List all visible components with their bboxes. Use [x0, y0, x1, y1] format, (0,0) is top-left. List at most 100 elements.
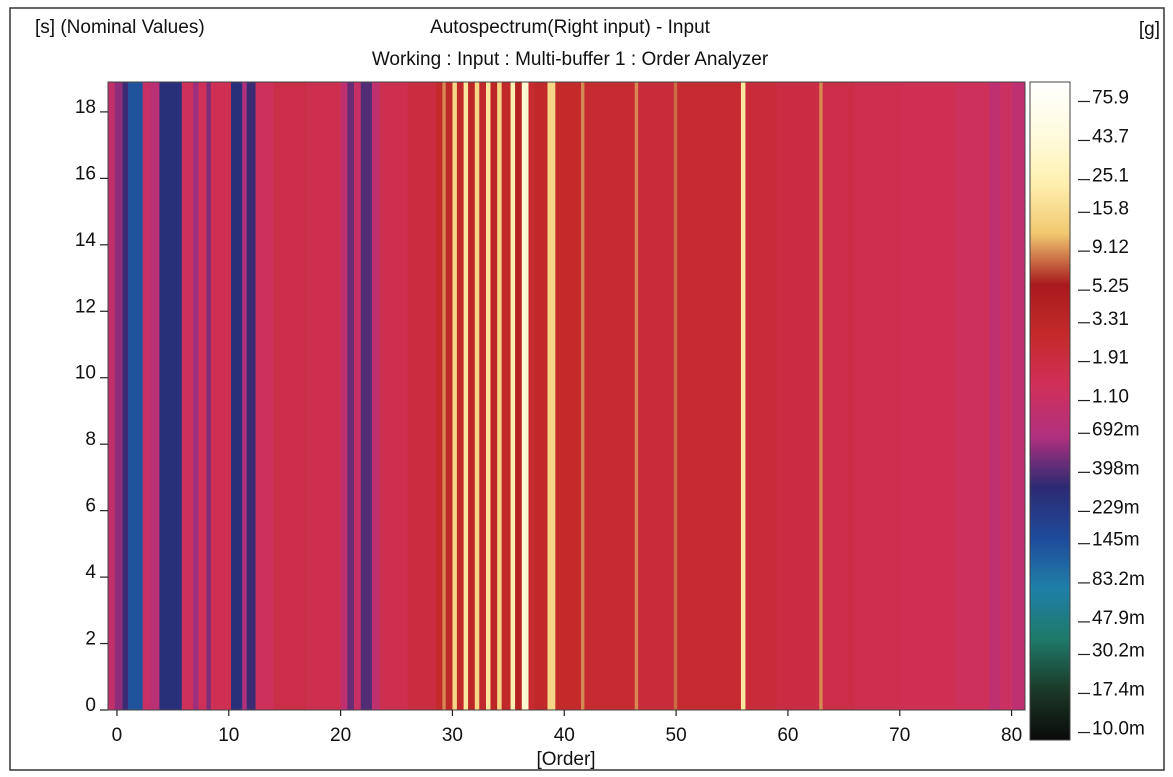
- heat-cell: [231, 82, 243, 710]
- heat-cell: [371, 82, 381, 710]
- heat-cell: [181, 82, 194, 710]
- heat-cell: [474, 82, 480, 710]
- heat-cell: [206, 82, 212, 710]
- heat-cell: [581, 82, 585, 710]
- y-tick-label: 14: [75, 230, 97, 251]
- heat-cell: [819, 82, 823, 710]
- heat-cell: [510, 82, 516, 710]
- heat-cell: [673, 82, 678, 710]
- x-tick-label: 10: [218, 725, 239, 746]
- heat-cell: [547, 82, 556, 710]
- heat-cell: [584, 82, 636, 710]
- heat-cell: [485, 82, 491, 710]
- y-tick-label: 6: [85, 496, 96, 517]
- colorbar-tick-label: 1.10: [1092, 387, 1129, 408]
- heat-cell: [534, 82, 548, 710]
- y-tick-label: 10: [75, 363, 96, 384]
- heat-cell: [468, 82, 476, 710]
- heat-cell: [501, 82, 511, 710]
- heat-cell: [442, 82, 447, 710]
- heat-cell: [246, 82, 256, 710]
- heat-cell: [822, 82, 856, 710]
- heat-cell: [497, 82, 502, 710]
- colorbar-tick-label: 9.12: [1092, 237, 1129, 258]
- heat-cell: [555, 82, 582, 710]
- heat-cell: [159, 82, 183, 710]
- heat-cell: [354, 82, 362, 710]
- colorbar-tick-label: 47.9m: [1092, 608, 1145, 629]
- colorbar-label: [g]: [1139, 19, 1160, 40]
- x-tick-label: 30: [442, 725, 463, 746]
- colorbar-tick-label: 43.7: [1092, 126, 1129, 147]
- y-tick-label: 8: [85, 429, 96, 450]
- y-tick-label: 0: [85, 695, 96, 716]
- y-tick-label: 4: [85, 562, 96, 583]
- heat-cell: [528, 82, 535, 710]
- y-tick-label: 2: [85, 629, 96, 650]
- heat-cell: [452, 82, 458, 710]
- chart-title: Autospectrum(Right input) - Input: [430, 17, 711, 38]
- heat-cell: [435, 82, 443, 710]
- heat-cell: [463, 82, 469, 710]
- heat-cell: [192, 82, 199, 710]
- heat-cell: [198, 82, 207, 710]
- colorbar-tick-label: 229m: [1092, 497, 1140, 518]
- heat-cell: [255, 82, 274, 710]
- colorbar-tick-label: 75.9: [1092, 87, 1129, 108]
- heat-cell: [745, 82, 778, 710]
- y-tick-label: 18: [75, 97, 96, 118]
- heat-cell: [407, 82, 436, 710]
- heat-cell: [242, 82, 247, 710]
- colorbar-tick-label: 17.4m: [1092, 679, 1145, 700]
- heat-cell: [307, 82, 341, 710]
- x-axis-label: [Order]: [536, 749, 595, 770]
- heat-cell: [899, 82, 956, 710]
- x-tick-label: 50: [666, 725, 687, 746]
- heat-cell: [445, 82, 453, 710]
- colorbar-tick-label: 15.8: [1092, 198, 1129, 219]
- y-tick-label: 12: [75, 296, 96, 317]
- y-axis-label: [s] (Nominal Values): [35, 17, 205, 38]
- heat-cell: [360, 82, 373, 710]
- colorbar-tick-label: 1.91: [1092, 348, 1129, 369]
- colorbar-tick-label: 5.25: [1092, 276, 1129, 297]
- heat-cell: [515, 82, 523, 710]
- heat-cell: [1011, 82, 1026, 710]
- heat-cell: [521, 82, 529, 710]
- heat-cell: [114, 82, 123, 710]
- heat-cell: [479, 82, 487, 710]
- heat-cell: [347, 82, 355, 710]
- y-tick-label: 16: [75, 163, 96, 184]
- colorbar-tick-label: 83.2m: [1092, 569, 1145, 590]
- chart-subtitle: Working : Input : Multi-buffer 1 : Order…: [372, 49, 769, 70]
- heat-cell: [634, 82, 639, 710]
- x-tick-label: 40: [554, 725, 575, 746]
- heat-cell: [740, 82, 746, 710]
- x-tick-label: 0: [112, 725, 123, 746]
- heat-cell: [122, 82, 129, 710]
- heat-cell: [379, 82, 409, 710]
- heat-cell: [150, 82, 160, 710]
- heat-cell: [638, 82, 675, 710]
- heat-cell: [989, 82, 1001, 710]
- heat-cell: [108, 82, 116, 710]
- heat-cell: [340, 82, 348, 710]
- heat-cell: [456, 82, 464, 710]
- x-tick-label: 70: [889, 725, 910, 746]
- colorbar-tick-label: 398m: [1092, 458, 1140, 479]
- colorbar-tick-label: 30.2m: [1092, 641, 1145, 662]
- colorbar-tick-label: 692m: [1092, 419, 1140, 440]
- plot-border: [107, 81, 1026, 711]
- heat-cell: [273, 82, 308, 710]
- x-tick-label: 20: [330, 725, 351, 746]
- heat-cell: [776, 82, 820, 710]
- heat-cell: [1000, 82, 1012, 710]
- colorbar: [1029, 81, 1071, 741]
- heat-cell: [142, 82, 151, 710]
- x-tick-label: 60: [777, 725, 798, 746]
- colorbar-tick-label: 10.0m: [1092, 719, 1145, 740]
- x-tick-label: 80: [1001, 725, 1022, 746]
- heat-cell: [677, 82, 742, 710]
- colorbar-tick-label: 145m: [1092, 530, 1140, 551]
